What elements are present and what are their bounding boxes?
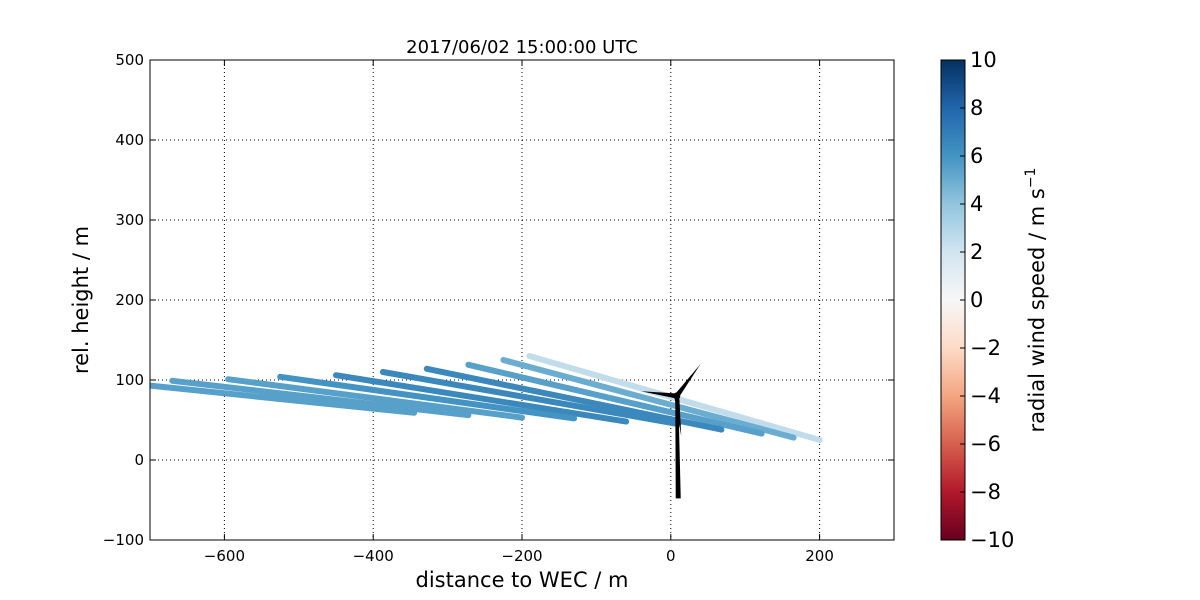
y-tick-label: 500 xyxy=(115,51,144,69)
colorbar-label-text: radial wind speed / m s xyxy=(1025,188,1049,432)
x-tick-label: 200 xyxy=(805,547,834,565)
colorbar-tick-label: 4 xyxy=(970,192,983,216)
colorbar-label-superscript: −1 xyxy=(1023,168,1039,189)
turbine-blade-3 xyxy=(674,395,682,436)
y-axis-label: rel. height / m xyxy=(69,226,93,374)
beam-line-5 xyxy=(379,369,682,427)
colorbar-tick-label: −6 xyxy=(970,432,1001,456)
colorbar-tick-label: 2 xyxy=(970,240,983,264)
beam-line-7 xyxy=(277,373,578,422)
y-tick-label: 400 xyxy=(115,131,144,149)
turbine-blade-1 xyxy=(674,364,701,398)
turbine-tower xyxy=(675,396,681,499)
beam-line-6 xyxy=(333,372,630,425)
y-tick-label: 300 xyxy=(115,211,144,229)
beam-line-10 xyxy=(150,382,418,416)
colorbar-tick-label: −4 xyxy=(970,384,1001,408)
y-tick-label: 0 xyxy=(134,451,144,469)
grid xyxy=(150,60,894,540)
colorbar-tick-label: 6 xyxy=(970,144,983,168)
x-tick-label: −400 xyxy=(353,547,394,565)
colorbar-tick-label: −8 xyxy=(970,480,1001,504)
colorbar-tick-label: −10 xyxy=(970,528,1014,552)
turbine-hub xyxy=(673,392,681,400)
beam-line-8 xyxy=(225,376,525,421)
y-tick-label: 100 xyxy=(115,371,144,389)
y-tick-label: −100 xyxy=(103,531,144,549)
colorbar-tick-label: −2 xyxy=(970,336,1001,360)
wind-turbine xyxy=(641,364,701,499)
x-axis-label: distance to WEC / m xyxy=(416,568,629,592)
beam-line-4 xyxy=(423,365,725,433)
beam-series xyxy=(150,353,823,443)
colorbar-tick-label: 0 xyxy=(970,288,983,312)
turbine-blade-2 xyxy=(641,391,678,399)
y-tick-label: 200 xyxy=(115,291,144,309)
colorbar-tick-label: 8 xyxy=(970,96,983,120)
x-tick-label: −600 xyxy=(204,547,245,565)
x-tick-label: −200 xyxy=(501,547,542,565)
colorbar-label: radial wind speed / m s−1 xyxy=(1023,168,1049,433)
x-axis-ticks: −600 −400 −200 0 200 xyxy=(204,60,834,565)
chart-title: 2017/06/02 15:00:00 UTC xyxy=(406,37,638,58)
beam-line-2 xyxy=(500,357,797,441)
y-axis-ticks: −100 0 100 200 300 400 500 xyxy=(103,51,894,549)
colorbar-tick-label: 10 xyxy=(970,48,997,72)
x-tick-label: 0 xyxy=(666,547,676,565)
beam-line-3 xyxy=(465,361,765,437)
colorbar-ticks: −10 −8 −6 −4 −2 0 2 4 6 8 10 xyxy=(960,48,1014,552)
beam-line-9 xyxy=(169,377,472,419)
